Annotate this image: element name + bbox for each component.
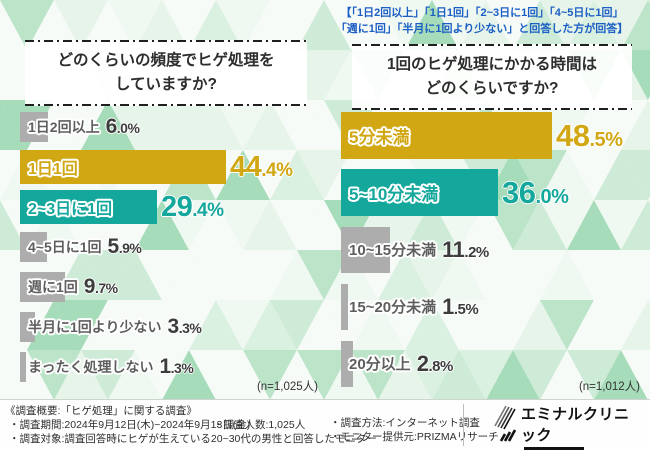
bar-label: 週に1回 — [28, 279, 78, 295]
bar-annotation: まったく処理しない 1.3% — [20, 347, 325, 387]
bar — [341, 340, 353, 387]
bar-annotation: 半月に1回より少ない 3.3% — [20, 307, 325, 347]
bar — [341, 169, 498, 216]
bar-label: 20分以上 — [349, 356, 411, 373]
survey-overview-footer: 《調査概要:「ヒゲ処理」に関する調査》 ・調査期間:2024年9月12日(木)~… — [0, 399, 650, 450]
bar-annotation: 20分以上 2.8% — [341, 335, 646, 392]
bar-annotation: 1日1回 44.4% — [20, 147, 325, 187]
bar-annotation: 5分未満 48.5% — [341, 107, 646, 164]
bar-annotation: 2~3日に1回 29.4% — [20, 187, 325, 227]
bar — [20, 312, 35, 342]
triangle-mosaic-background — [0, 0, 650, 400]
bar-row: 5分未満 48.5% — [341, 107, 646, 164]
bar-label: 1日2回以上 — [28, 119, 100, 135]
survey-sample-count: ・調査人数:1,025人 — [213, 419, 306, 431]
bar-row: 10~15分未満 11.2% — [341, 221, 646, 278]
bar-value: 5.9% — [107, 235, 142, 258]
bar-row: 5~10分未満 36.0% — [341, 164, 646, 221]
bar-value: 3.3% — [167, 315, 202, 338]
bar — [20, 150, 226, 184]
bar-label: 2~3日に1回 — [28, 201, 113, 218]
bar-label: 15~20分未満 — [349, 299, 437, 316]
footer-divider — [463, 404, 464, 446]
bar-value: 9.7% — [83, 275, 118, 298]
survey-period: ・調査期間:2024年9月12日(木)~2024年9月13日(金) — [9, 419, 251, 431]
bar-annotation: 1日2回以上 6.0% — [20, 107, 325, 147]
sample-size-frequency: (n=1,025人) — [256, 381, 318, 393]
clinic-logo-icon — [493, 404, 517, 445]
bar-value: 48.5% — [556, 117, 623, 153]
bar-row: 週に1回 9.7% — [20, 267, 325, 307]
survey-target: ・調査対象:調査回答時にヒゲが生えている20~30代の男性と回答したモニター — [9, 433, 377, 445]
survey-overview-heading: 《調査概要:「ヒゲ処理」に関する調査》 — [5, 405, 197, 417]
bar-value: 36.0% — [502, 174, 569, 210]
bar-label: 5~10分未満 — [349, 185, 439, 204]
bar-value: 6.0% — [105, 115, 140, 138]
sample-size-duration: (n=1,012人) — [578, 381, 640, 393]
clinic-logo: エミナルクリニック メンズ — [493, 403, 643, 450]
bar-annotation: 10~15分未満 11.2% — [341, 221, 646, 278]
question-title-duration: 1回のヒゲ処理にかかる時間は どのくらいですか? — [352, 44, 632, 111]
bar-annotation: 15~20分未満 1.5% — [341, 278, 646, 335]
bar-row: 1日1回 44.4% — [20, 147, 325, 187]
bar — [341, 283, 348, 330]
bar-row: 2~3日に1回 29.4% — [20, 187, 325, 227]
survey-method: ・調査方法:インターネット調査 — [330, 417, 480, 429]
bar — [20, 190, 157, 224]
bar — [20, 272, 65, 302]
bar-row: 4~5日に1回 5.9% — [20, 227, 325, 267]
bar-label: 10~15分未満 — [349, 242, 437, 259]
bar-row: 半月に1回より少ない 3.3% — [20, 307, 325, 347]
bar-chart-duration: 5分未満 48.5% 5~10分未満 36.0% 10~15分未満 11.2% 15~20分… — [341, 107, 646, 392]
bar-row: 20分以上 2.8% — [341, 335, 646, 392]
bar-annotation: 5~10分未満 36.0% — [341, 164, 646, 221]
survey-monitor-source: ・モニター提供元:PRIZMAリサーチ — [330, 431, 499, 443]
bar-chart-frequency: 1日2回以上 6.0% 1日1回 44.4% 2~3日に1回 29.4% 4~5日に1回 5.… — [20, 107, 325, 387]
bar-row: 15~20分未満 1.5% — [341, 278, 646, 335]
bar-row: 1日2回以上 6.0% — [20, 107, 325, 147]
bar — [341, 112, 552, 159]
bar — [20, 232, 47, 262]
header-annotation: 【「1日2回以上」「1日1回」「2~3日に1回」「4~5日に1回」 「週に1回」… — [335, 7, 629, 35]
bar-value: 1.5% — [442, 293, 479, 319]
bar-value: 2.8% — [416, 350, 454, 376]
bar — [341, 226, 390, 273]
bar-row: まったく処理しない 1.3% — [20, 347, 325, 387]
bar-value: 11.2% — [442, 236, 489, 262]
bar-annotation: 4~5日に1回 5.9% — [20, 227, 325, 267]
question-title-frequency: どのくらいの頻度でヒゲ処理を していますか? — [25, 40, 307, 107]
bar-label: 5分未満 — [349, 128, 410, 147]
bar-label: 4~5日に1回 — [28, 239, 102, 255]
bar-value: 1.3% — [159, 355, 194, 378]
clinic-badge-mens: メンズ — [524, 447, 584, 450]
bar-value: 29.4% — [161, 190, 224, 223]
clinic-name: エミナルクリニック — [521, 406, 630, 444]
bar-label: まったく処理しない — [28, 359, 154, 375]
bar — [20, 352, 26, 382]
bar-label: 1日1回 — [28, 161, 78, 178]
bar — [20, 112, 48, 142]
bar-label: 半月に1回より少ない — [28, 319, 162, 335]
bar-annotation: 週に1回 9.7% — [20, 267, 325, 307]
bar-value: 44.4% — [230, 150, 293, 183]
